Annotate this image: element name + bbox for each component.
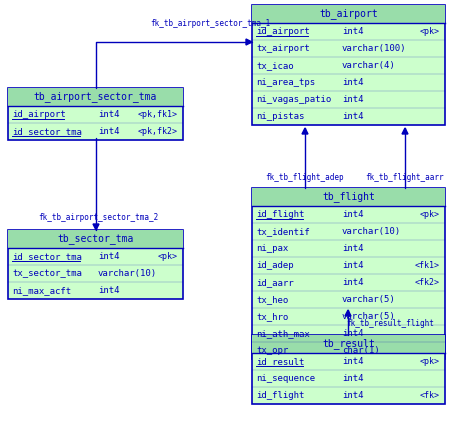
Text: tb_result: tb_result (322, 338, 375, 349)
Text: varchar(5): varchar(5) (342, 295, 396, 304)
Text: <pk>: <pk> (420, 210, 440, 219)
Bar (8, 230, 183, 299)
Text: tb_airport_sector_tma: tb_airport_sector_tma (34, 91, 157, 102)
Bar (8, 230, 183, 248)
Bar (252, 188, 445, 359)
Text: varchar(4): varchar(4) (342, 61, 396, 70)
Text: tb_airport: tb_airport (319, 8, 378, 19)
Text: id_result: id_result (256, 357, 304, 366)
Polygon shape (402, 128, 408, 134)
Text: fk_tb_result_flight: fk_tb_result_flight (346, 319, 434, 328)
Text: tx_identif: tx_identif (256, 227, 310, 236)
Text: ni_vagas_patio: ni_vagas_patio (256, 95, 331, 104)
Text: <fk1>: <fk1> (415, 261, 440, 270)
Text: varchar(100): varchar(100) (342, 44, 406, 53)
Text: char(1): char(1) (342, 346, 380, 355)
Text: ni_ath_max: ni_ath_max (256, 329, 310, 338)
Text: int4: int4 (342, 112, 363, 121)
Text: <pk,fk2>: <pk,fk2> (138, 127, 178, 136)
Text: <pk>: <pk> (158, 252, 178, 261)
Polygon shape (246, 39, 252, 45)
Text: id_airport: id_airport (12, 110, 66, 119)
Text: int4: int4 (98, 252, 120, 261)
Text: int4: int4 (98, 110, 120, 119)
Text: int4: int4 (342, 278, 363, 287)
Bar (252, 5, 445, 23)
Text: fk_tb_airport_sector_tma_2: fk_tb_airport_sector_tma_2 (38, 213, 158, 223)
Text: tx_airport: tx_airport (256, 44, 310, 53)
Text: <pk>: <pk> (420, 357, 440, 366)
Text: varchar(10): varchar(10) (98, 269, 157, 278)
Text: int4: int4 (98, 286, 120, 295)
Text: int4: int4 (342, 329, 363, 338)
Text: <fk>: <fk> (420, 391, 440, 400)
Text: id_sector_tma: id_sector_tma (12, 252, 82, 261)
Bar (252, 188, 445, 206)
Text: tx_opr: tx_opr (256, 346, 288, 355)
Text: tx_hro: tx_hro (256, 312, 288, 321)
Text: int4: int4 (342, 27, 363, 36)
Text: id_aarr: id_aarr (256, 278, 294, 287)
Text: ni_pax: ni_pax (256, 244, 288, 253)
Text: int4: int4 (342, 244, 363, 253)
Bar (252, 335, 445, 404)
Bar (252, 335, 445, 353)
Text: id_flight: id_flight (256, 210, 304, 219)
Text: int4: int4 (342, 391, 363, 400)
Bar (8, 88, 183, 106)
Text: int4: int4 (342, 374, 363, 383)
Text: varchar(10): varchar(10) (342, 227, 401, 236)
Text: tb_flight: tb_flight (322, 192, 375, 203)
Polygon shape (345, 310, 351, 316)
Text: tx_icao: tx_icao (256, 61, 294, 70)
Bar (252, 5, 445, 125)
Text: int4: int4 (342, 261, 363, 270)
Text: id_airport: id_airport (256, 27, 310, 36)
Text: <fk2>: <fk2> (415, 278, 440, 287)
Text: tx_heo: tx_heo (256, 295, 288, 304)
Text: tb_sector_tma: tb_sector_tma (58, 234, 134, 245)
Text: id_sector_tma: id_sector_tma (12, 127, 82, 136)
Text: int4: int4 (342, 357, 363, 366)
Text: fk_tb_flight_aarr: fk_tb_flight_aarr (366, 173, 444, 181)
Polygon shape (302, 128, 308, 134)
Text: int4: int4 (342, 210, 363, 219)
Bar (8, 88, 183, 140)
Text: <pk,fk1>: <pk,fk1> (138, 110, 178, 119)
Text: int4: int4 (342, 78, 363, 87)
Text: ni_area_tps: ni_area_tps (256, 78, 315, 87)
Text: int4: int4 (98, 127, 120, 136)
Polygon shape (93, 224, 99, 230)
Text: fk_tb_flight_adep: fk_tb_flight_adep (266, 173, 344, 181)
Text: <pk>: <pk> (420, 27, 440, 36)
Text: int4: int4 (342, 95, 363, 104)
Text: tx_sector_tma: tx_sector_tma (12, 269, 82, 278)
Text: fk_tb_airport_sector_tma_1: fk_tb_airport_sector_tma_1 (150, 19, 270, 29)
Text: ni_pistas: ni_pistas (256, 112, 304, 121)
Text: varchar(5): varchar(5) (342, 312, 396, 321)
Text: id_flight: id_flight (256, 391, 304, 400)
Text: ni_sequence: ni_sequence (256, 374, 315, 383)
Text: id_adep: id_adep (256, 261, 294, 270)
Text: ni_max_acft: ni_max_acft (12, 286, 71, 295)
